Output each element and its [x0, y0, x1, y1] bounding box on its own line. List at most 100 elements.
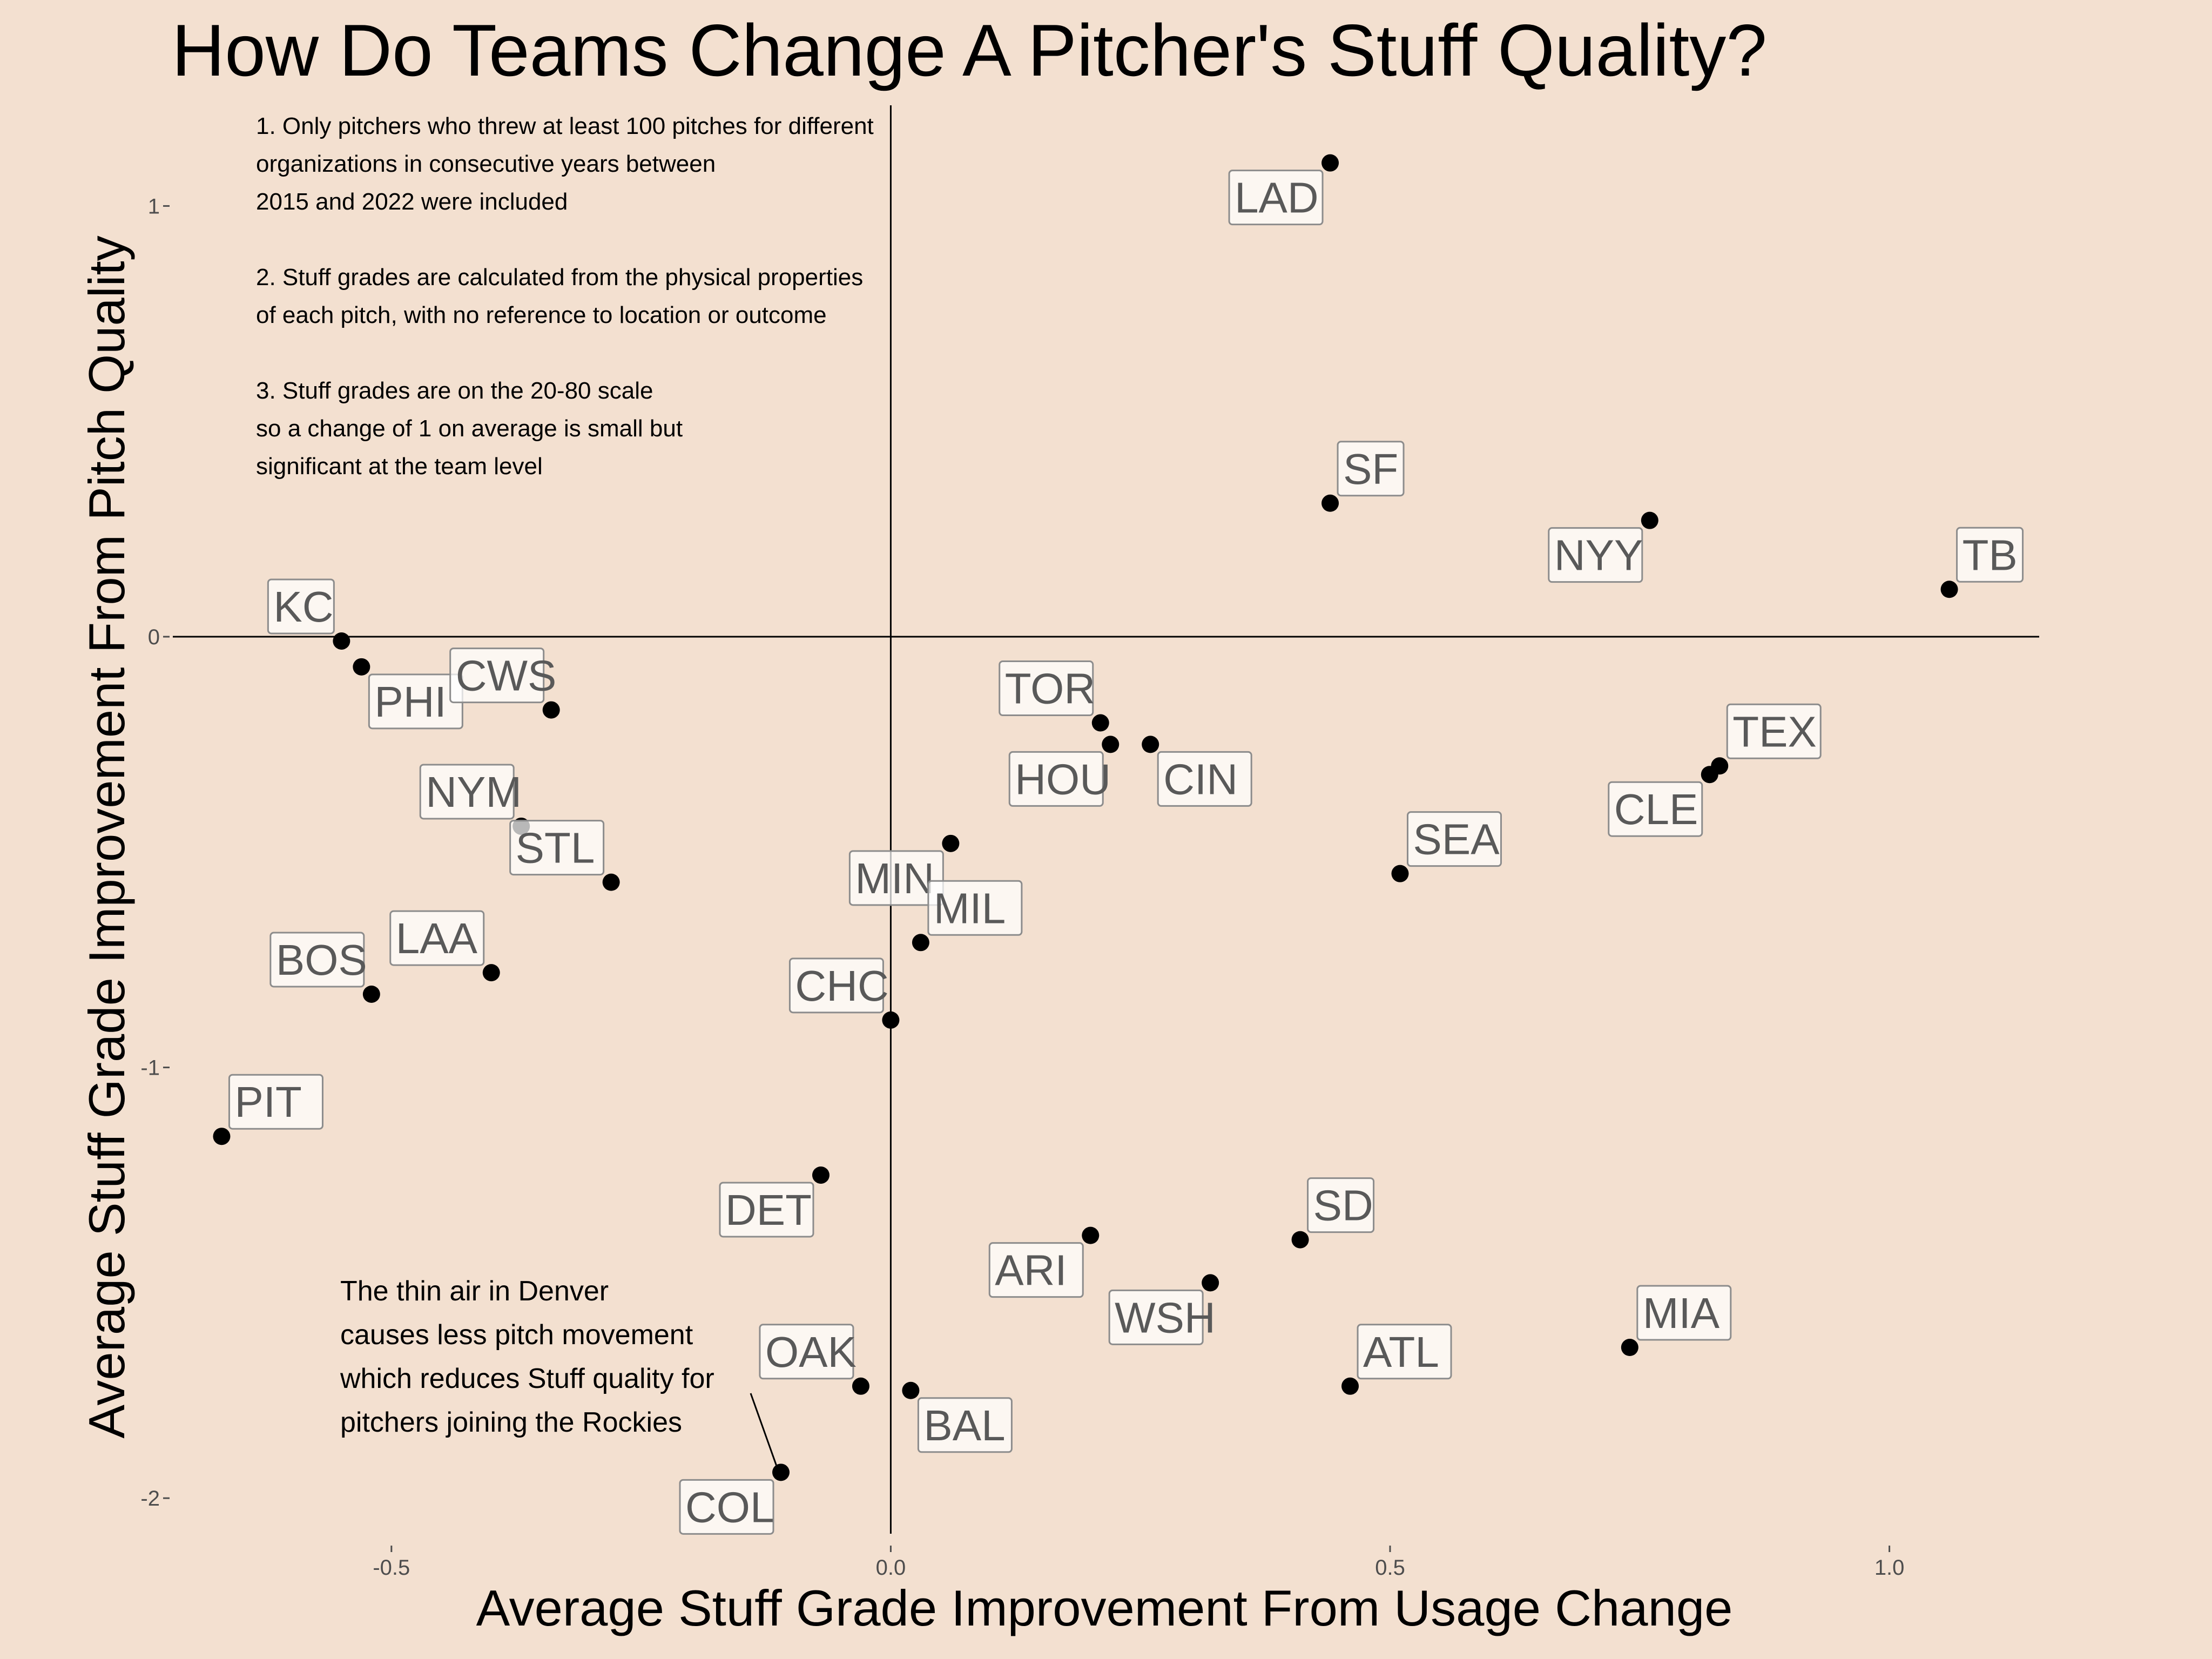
point-atl [1341, 1377, 1359, 1395]
data-points [213, 154, 1958, 1481]
team-label-text: CHC [795, 962, 888, 1010]
annotation-line: The thin air in Denver [340, 1276, 609, 1307]
team-label-text: NYY [1554, 531, 1643, 579]
label-mia: MIA [1636, 1285, 1732, 1341]
label-box [917, 1397, 1013, 1453]
x-tick-label: -0.5 [373, 1556, 410, 1580]
x-tick-label: 0.5 [1375, 1556, 1405, 1580]
point-wsh [1202, 1274, 1219, 1292]
point-col [772, 1464, 790, 1481]
label-box [1956, 527, 2024, 583]
label-bal: BAL [917, 1397, 1013, 1453]
label-box [719, 1182, 814, 1238]
point-bal [902, 1381, 920, 1399]
point-chc [882, 1011, 900, 1029]
label-box [788, 957, 884, 1014]
point-tb [1940, 581, 1958, 598]
note-line: 1. Only pitchers who threw at least 100 … [256, 113, 874, 139]
y-axis-title: Average Stuff Grade Improvement From Pit… [78, 235, 135, 1438]
label-bos: BOS [269, 932, 367, 988]
point-min [942, 834, 960, 852]
y-tick-label: 0 [148, 625, 160, 649]
label-box [1726, 703, 1822, 759]
methodology-notes: 1. Only pitchers who threw at least 100 … [256, 113, 874, 480]
point-mia [1621, 1339, 1638, 1357]
point-cws [542, 701, 560, 719]
point-lad [1321, 154, 1339, 172]
x-axis-title: Average Stuff Grade Improvement From Usa… [476, 1580, 1733, 1636]
label-box [1337, 441, 1405, 497]
label-atl: ATL [1357, 1324, 1452, 1380]
label-box [267, 578, 335, 635]
label-box [228, 1074, 323, 1130]
label-box [848, 850, 944, 906]
note-line: 2. Stuff grades are calculated from the … [256, 264, 863, 291]
point-oak [852, 1377, 869, 1395]
annotation-line: which reduces Stuff quality for [340, 1363, 714, 1394]
label-pit: PIT [228, 1074, 323, 1130]
team-label-text: MIN [855, 854, 934, 902]
team-label-text: CWS [456, 652, 557, 700]
team-label-text: OAK [765, 1328, 857, 1376]
note-line: so a change of 1 on average is small but [256, 415, 683, 442]
team-label-text: PIT [234, 1078, 301, 1126]
point-sd [1291, 1231, 1309, 1249]
point-det [812, 1166, 830, 1184]
label-cws: CWS [449, 648, 557, 704]
label-tor: TOR [999, 660, 1095, 717]
team-label-text: WSH [1115, 1293, 1216, 1341]
point-sf [1321, 494, 1339, 512]
label-box [988, 1242, 1084, 1298]
label-box [1357, 1324, 1452, 1380]
point-phi [353, 658, 370, 676]
label-sf: SF [1337, 441, 1405, 497]
label-box [1157, 751, 1252, 807]
label-kc: KC [267, 578, 335, 635]
team-label-text: DET [725, 1186, 812, 1234]
point-mil [912, 934, 929, 952]
team-label-text: COL [685, 1483, 774, 1531]
label-nyy: NYY [1548, 527, 1643, 583]
team-label-text: LAD [1235, 174, 1319, 222]
label-box [1307, 1177, 1375, 1233]
label-phi: PHI [368, 673, 463, 730]
point-tor [1091, 714, 1109, 732]
label-ari: ARI [988, 1242, 1084, 1298]
team-label-text: KC [273, 583, 333, 631]
label-col: COL [679, 1479, 774, 1535]
y-tick-label: 1 [148, 194, 160, 218]
label-det: DET [719, 1182, 814, 1238]
label-chc: CHC [788, 957, 889, 1014]
note-line: significant at the team level [256, 453, 543, 480]
team-label-text: BAL [923, 1401, 1005, 1449]
team-label-text: SF [1343, 445, 1398, 493]
team-label-text: TEX [1732, 707, 1817, 756]
label-tb: TB [1956, 527, 2024, 583]
point-sea [1391, 865, 1409, 882]
team-label-text: CLE [1614, 785, 1698, 833]
team-label-text: STL [516, 824, 595, 872]
label-box [1407, 811, 1502, 867]
chart-title: How Do Teams Change A Pitcher's Stuff Qu… [172, 9, 1767, 91]
point-kc [333, 632, 350, 650]
label-box [1608, 781, 1703, 837]
x-tick-label: 1.0 [1874, 1556, 1905, 1580]
label-tex: TEX [1726, 703, 1822, 759]
y-tick-label: -2 [140, 1487, 160, 1510]
label-box [449, 648, 545, 704]
team-label-text: TOR [1005, 665, 1095, 713]
team-label-text: NYM [426, 768, 522, 816]
team-label-text: MIL [934, 884, 1006, 932]
label-box [999, 660, 1094, 717]
label-box [759, 1324, 854, 1380]
label-stl: STL [509, 820, 605, 876]
annotation-leader-line [750, 1393, 779, 1469]
label-box [1108, 1289, 1204, 1345]
colorado-annotation: The thin air in Denver causes less pitch … [340, 1276, 779, 1469]
point-stl [602, 873, 620, 891]
label-cle: CLE [1608, 781, 1703, 837]
label-box [389, 910, 485, 966]
annotation-line: causes less pitch movement [340, 1319, 693, 1351]
team-label-text: ATL [1363, 1328, 1439, 1376]
